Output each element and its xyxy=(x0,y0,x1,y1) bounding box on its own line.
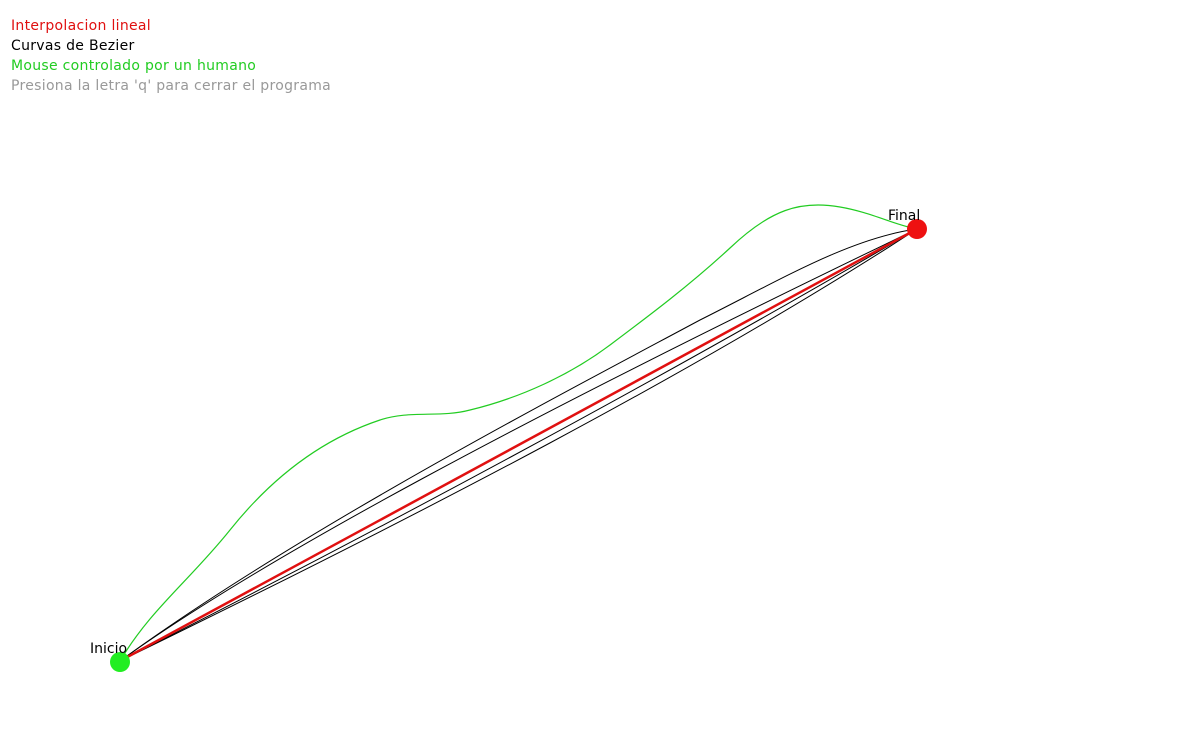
legend-bezier-curves: Curvas de Bezier xyxy=(11,38,135,54)
quit-hint: Presiona la letra 'q' para cerrar el pro… xyxy=(11,78,332,94)
legend-linear-interpolation: Interpolacion lineal xyxy=(11,18,151,34)
bezier-curve-middle xyxy=(119,228,918,662)
start-point-label: Inicio xyxy=(90,641,127,657)
legend-human-mouse: Mouse controlado por un humano xyxy=(11,58,257,74)
end-point-marker xyxy=(907,219,927,239)
human-mouse-path xyxy=(119,204,918,662)
end-point-label: Final xyxy=(888,208,920,224)
bezier-curve-top-arc xyxy=(119,228,918,662)
bezier-curve-lower xyxy=(119,228,918,662)
start-point-marker xyxy=(110,652,130,672)
legend: Interpolacion lineal Curvas de Bezier Mo… xyxy=(11,16,331,96)
bezier-curve-upper xyxy=(119,228,918,662)
linear-interpolation-line xyxy=(119,227,918,663)
